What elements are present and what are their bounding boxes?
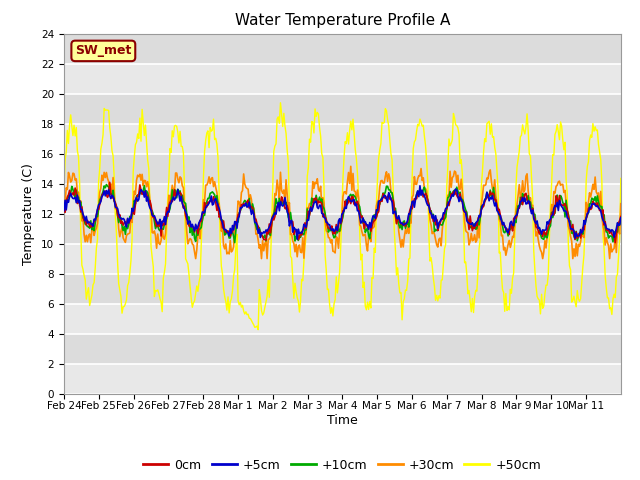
Bar [64,154,621,183]
Bar [64,364,621,394]
Title: Water Temperature Profile A: Water Temperature Profile A [235,13,450,28]
Y-axis label: Temperature (C): Temperature (C) [22,163,35,264]
Bar [64,274,621,303]
Text: SW_met: SW_met [75,44,131,58]
Legend: 0cm, +5cm, +10cm, +30cm, +50cm: 0cm, +5cm, +10cm, +30cm, +50cm [138,454,547,477]
Bar [64,123,621,154]
Bar [64,243,621,274]
X-axis label: Time: Time [327,414,358,427]
Bar [64,94,621,123]
Bar [64,63,621,94]
Bar [64,34,621,63]
Bar [64,303,621,334]
Bar [64,183,621,214]
Bar [64,214,621,243]
Bar [64,334,621,364]
